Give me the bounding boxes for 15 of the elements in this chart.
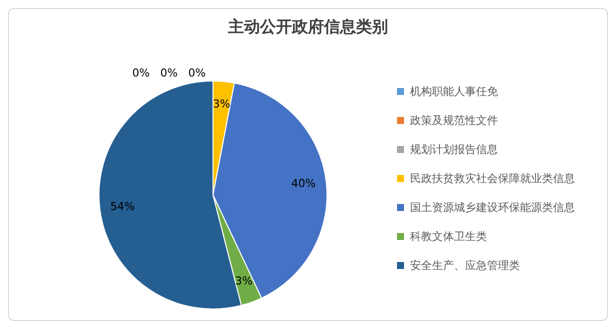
legend-label: 规划计划报告信息 (410, 142, 498, 157)
legend-label: 民政扶贫救灾社会保障就业类信息 (410, 171, 575, 186)
legend-label: 政策及规范性文件 (410, 113, 498, 128)
data-label: 3% (212, 98, 230, 111)
data-label: 40% (291, 177, 316, 190)
text: 0% (160, 66, 178, 80)
text: 0% (188, 66, 206, 80)
legend-label: 安全生产、应急管理类 (410, 258, 520, 273)
data-label: 3% (235, 274, 253, 288)
data-label: 54% (110, 200, 135, 213)
legend-label: 国土资源城乡建设环保能源类信息 (410, 200, 575, 215)
chart-title: 主动公开政府信息类别 (227, 17, 389, 38)
text: 0% (132, 66, 150, 80)
legend-label: 科教文体卫生类 (410, 229, 487, 244)
legend-label: 机构职能人事任免 (410, 84, 498, 99)
